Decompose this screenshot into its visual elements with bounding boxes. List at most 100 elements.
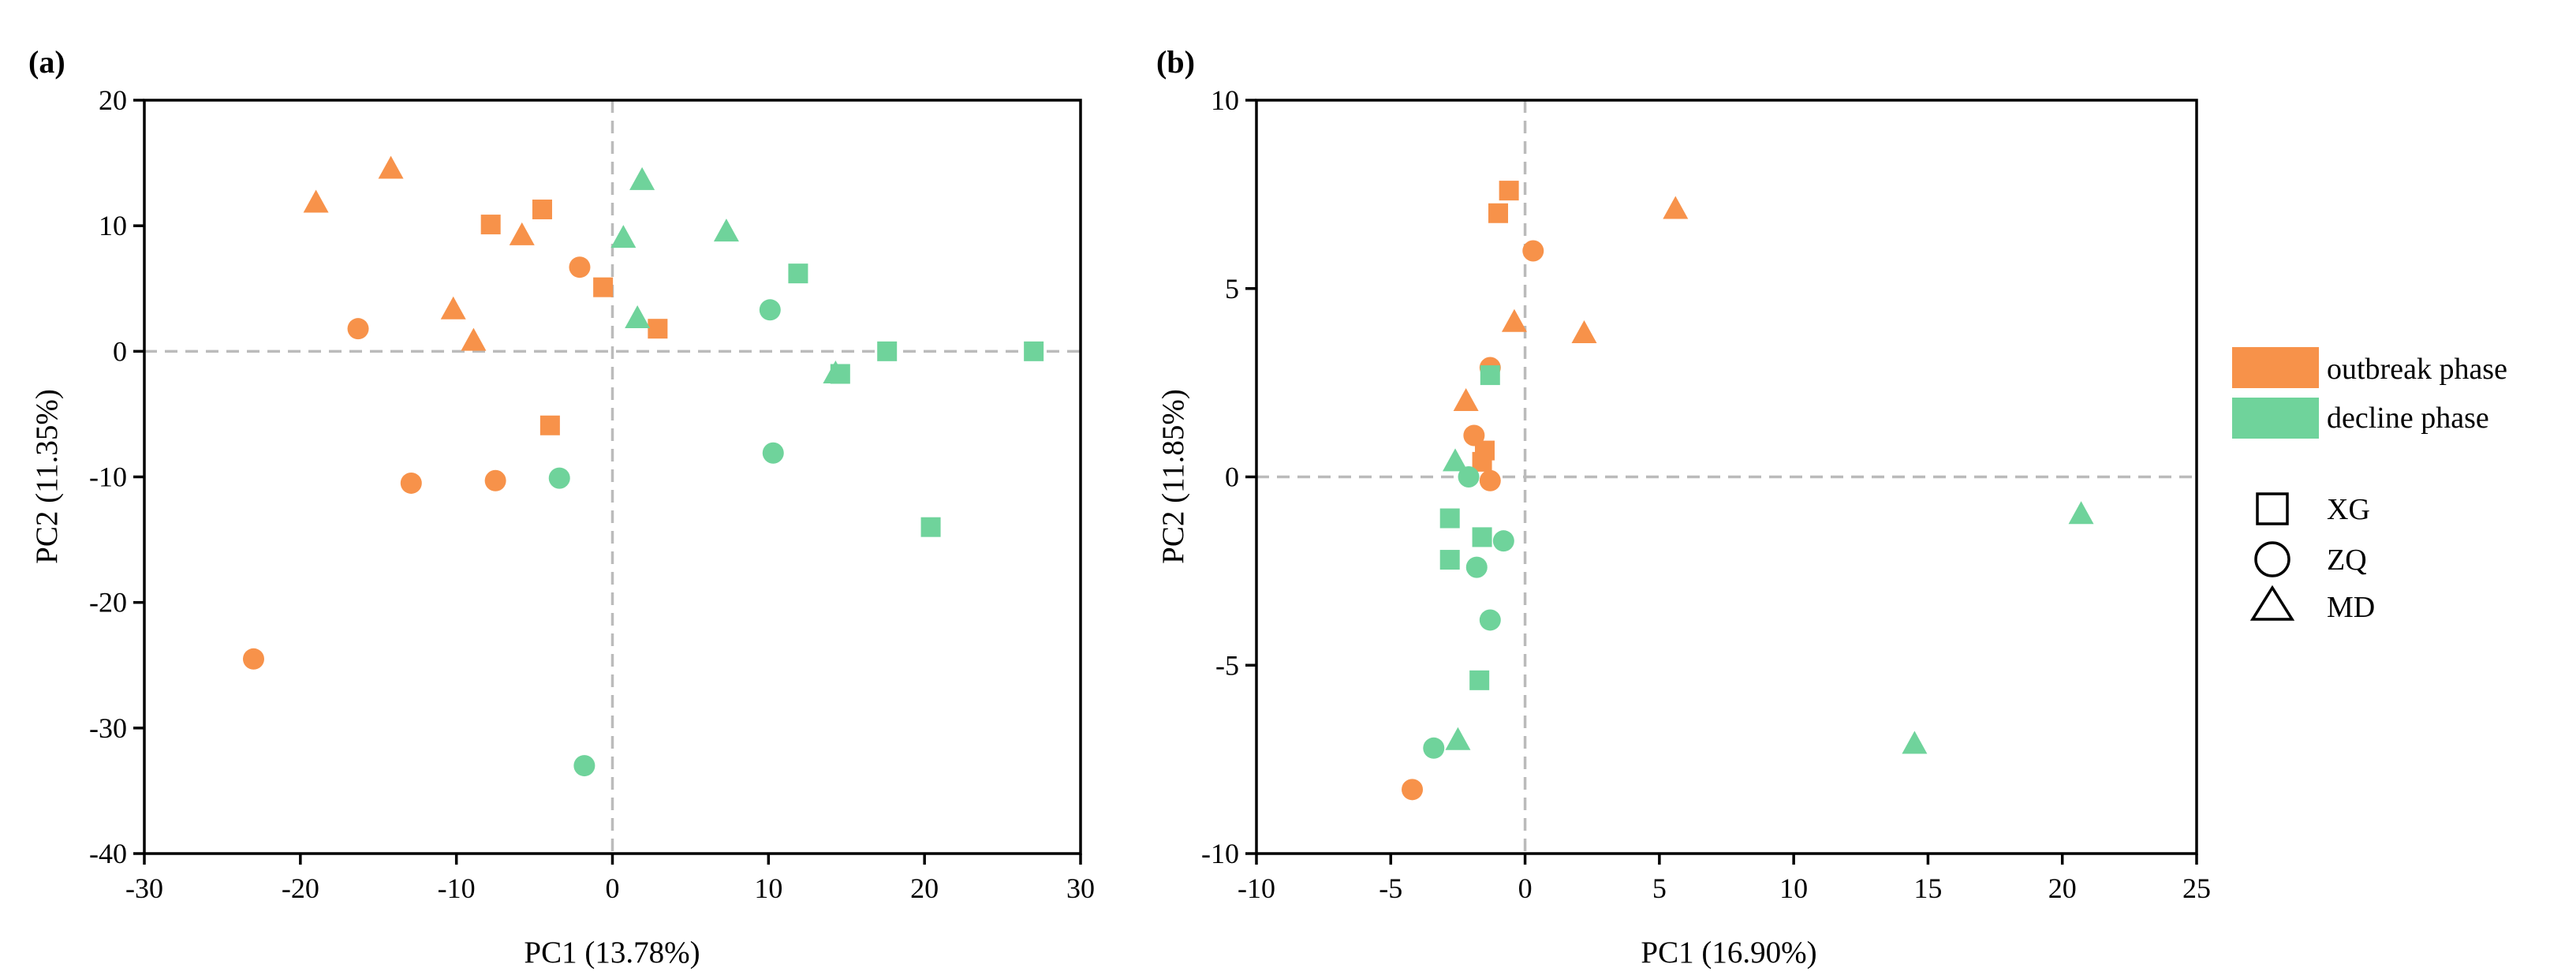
panel-a-x-tick-label: 30 [1066,873,1095,904]
panel-b-y-tick-label: -10 [1201,838,1239,869]
panel-a-y-tick-label: -20 [89,587,127,618]
panel-a-point-decline-zq [548,467,570,489]
panel-b-y-tick-label: 10 [1211,84,1239,116]
panel-b-point-decline-md [1445,727,1471,750]
legend-outbreak-swatch [2232,347,2319,388]
panel-a-y-tick-label: 20 [99,84,127,116]
panel-b-point-decline-xg [1469,670,1490,690]
panel-a: (a) PC1 (13.78%) PC2 (11.35%) -30 -20 -10 0… [28,44,1095,970]
legend-decline-label: decline phase [2327,402,2489,435]
panel-a-x-tick-label: -10 [438,873,476,904]
panel-a-x-tick-label: 10 [754,873,782,904]
panel-b-point-decline-xg [1480,365,1500,386]
panel-b-point-outbreak-md [1453,388,1479,411]
panel-b-point-outbreak-xg [1472,451,1492,472]
panel-a-point-outbreak-zq [347,318,369,340]
panel-a-point-outbreak-md [509,222,535,245]
panel-a-point-outbreak-md [440,296,466,319]
panel-b-x-axis-title: PC1 (16.90%) [1641,936,1816,970]
panel-a-point-decline-xg [920,517,941,537]
panel-a-point-outbreak-xg [593,277,614,297]
panel-a-point-decline-zq [759,299,781,321]
panel-b-x-tick-label: -5 [1379,873,1402,904]
panel-a-point-outbreak-zq [484,469,506,491]
panel-a-y-tick-label: -40 [89,838,127,869]
panel-b-x-tick-label: 10 [1779,873,1808,904]
panel-b-point-outbreak-md [1571,320,1597,344]
panel-a-point-outbreak-md [303,189,329,213]
panel-b-point-outbreak-zq [1402,779,1424,801]
panel-b-point-outbreak-xg [1488,203,1509,223]
panel-a-x-axis-title: PC1 (13.78%) [524,936,700,970]
panel-a-point-decline-zq [762,442,784,464]
panel-b-point-decline-md [1902,731,1928,754]
legend-xg-label: XG [2327,493,2370,526]
panel-a-point-decline-xg [830,364,850,384]
panel-b-label: (b) [1156,44,1195,80]
panel-a-x-tick-label: 20 [910,873,939,904]
panel-b-point-decline-zq [1458,466,1480,488]
panel-a-y-tick-label: -30 [89,712,127,744]
panel-b-point-decline-xg [1472,527,1492,547]
legend-decline-swatch [2232,398,2319,439]
panel-b-point-decline-xg [1439,550,1460,570]
panel-a-point-outbreak-zq [242,648,264,670]
panel-b-x-tick-label: 0 [1518,873,1533,904]
panel-b-point-decline-zq [1423,737,1445,759]
panel-b-y-axis-title: PC2 (11.85%) [1156,389,1190,564]
panel-b-point-outbreak-xg [1499,181,1519,201]
panel-a-point-decline-md [713,219,739,242]
triangle-icon [2249,585,2295,621]
panel-a-point-outbreak-xg [539,415,560,435]
panel-a-point-outbreak-md [378,155,404,179]
panel-b-point-outbreak-zq [1479,469,1501,491]
panel-b-point-decline-xg [1439,508,1460,529]
square-icon [2256,492,2289,525]
panel-b-point-decline-zq [1492,530,1514,552]
legend-outbreak-label: outbreak phase [2327,353,2507,386]
panel-a-point-decline-md [625,305,651,328]
panel-a-point-outbreak-xg [532,199,552,219]
panel-a-y-tick-label: 10 [99,210,127,241]
legend: outbreak phase decline phase XG ZQ MD [2232,347,2507,624]
panel-a-point-outbreak-xg [648,319,668,339]
panel-a-y-axis-title: PC2 (11.35%) [30,389,64,564]
panel-a-point-outbreak-zq [569,256,591,278]
panel-b-point-outbreak-zq [1522,240,1544,262]
panel-b-point-decline-md [2068,501,2094,525]
legend-md-label: MD [2327,591,2375,624]
panel-a-y-tick-label: -10 [89,461,127,493]
panel-b-point-decline-zq [1465,556,1488,578]
panel-a-label: (a) [28,44,65,80]
panel-b-y-tick-label: 0 [1225,461,1239,493]
panel-b-x-tick-label: 25 [2182,873,2211,904]
panel-b-x-tick-label: 15 [1913,873,1942,904]
panel-a-point-outbreak-md [461,327,487,351]
panel-b-y-tick-label: -5 [1215,649,1239,681]
panel-b-x-tick-label: 5 [1652,873,1667,904]
panel-b-plot-frame [1255,99,2198,855]
panel-a-point-decline-xg [788,263,808,284]
panel-b-x-tick-label: -10 [1238,873,1275,904]
panel-a-point-decline-zq [573,755,595,777]
panel-a-point-decline-md [629,166,655,190]
panel-a-point-decline-xg [1024,341,1044,361]
panel-b-point-decline-md [1443,448,1469,472]
legend-zq-label: ZQ [2327,544,2367,577]
panel-a-point-outbreak-zq [400,472,422,494]
panel-a-point-decline-md [610,225,637,248]
panel-b-x-tick-label: 20 [2048,873,2077,904]
panel-b-y-tick-label: 5 [1225,273,1239,305]
panel-b-point-outbreak-md [1501,308,1527,332]
panel-b-point-decline-zq [1479,609,1501,631]
panel-a-x-tick-label: 0 [606,873,620,904]
panel-a-point-decline-xg [877,341,898,361]
panel-b-point-outbreak-zq [1463,424,1485,447]
circle-icon [2254,541,2290,577]
panel-b: (b) PC1 (16.90%) PC2 (11.85%) -10 -5 0 5 10 1… [1156,44,2211,970]
panel-b-point-outbreak-md [1663,196,1689,219]
panel-a-y-tick-label: 0 [113,335,127,367]
panel-a-x-tick-label: -30 [125,873,163,904]
panel-a-x-tick-label: -20 [282,873,319,904]
